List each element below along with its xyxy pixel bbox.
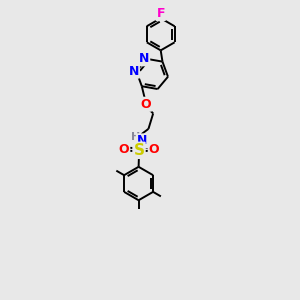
Text: N: N [137, 134, 147, 147]
Text: O: O [140, 98, 151, 111]
Text: N: N [139, 52, 149, 65]
Text: O: O [119, 143, 129, 156]
Text: O: O [149, 143, 159, 156]
Text: N: N [129, 64, 139, 78]
Text: F: F [157, 7, 165, 20]
Text: H: H [131, 132, 140, 142]
Text: S: S [134, 143, 145, 158]
